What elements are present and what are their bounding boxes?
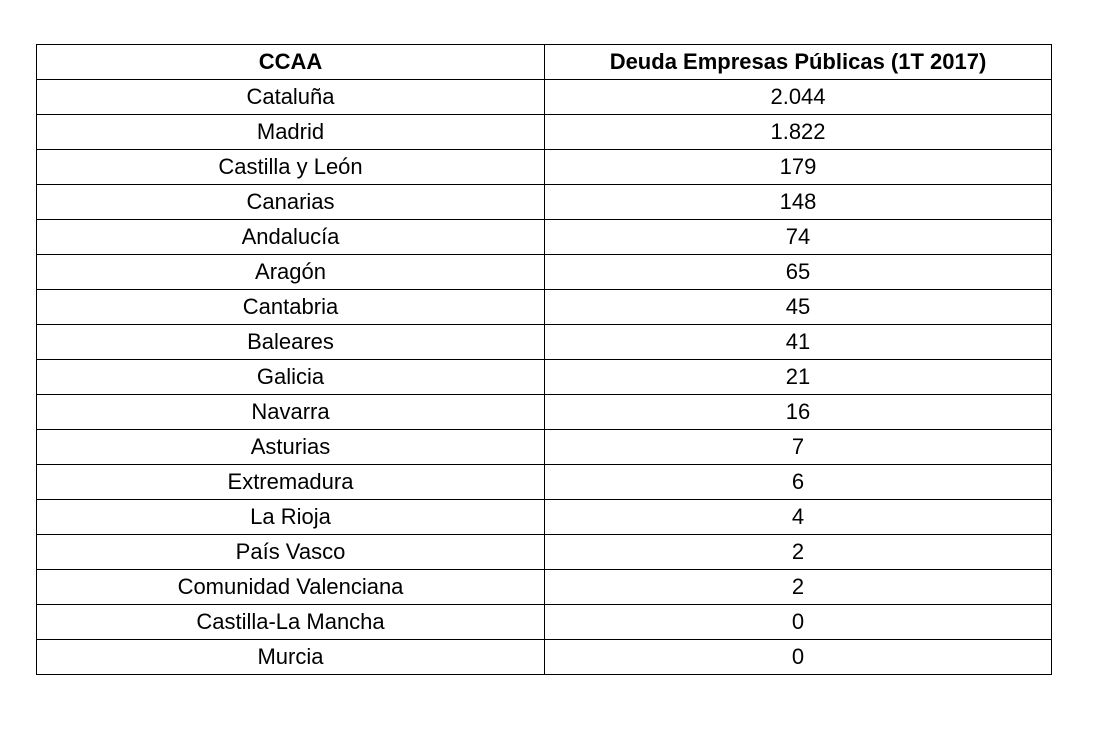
table-row: Navarra 16 <box>36 394 1052 430</box>
cell-deuda: 6 <box>544 464 1052 500</box>
table-row: La Rioja 4 <box>36 499 1052 535</box>
table-row: Canarias 148 <box>36 184 1052 220</box>
cell-ccaa: Castilla y León <box>36 149 545 185</box>
cell-ccaa: Cantabria <box>36 289 545 325</box>
cell-ccaa: Cataluña <box>36 79 545 115</box>
header-row: CCAA Deuda Empresas Públicas (1T 2017) <box>36 44 1052 80</box>
cell-deuda: 2 <box>544 569 1052 605</box>
cell-ccaa: La Rioja <box>36 499 545 535</box>
table-row: Cataluña 2.044 <box>36 79 1052 115</box>
table-row: Andalucía 74 <box>36 219 1052 255</box>
cell-deuda: 45 <box>544 289 1052 325</box>
debt-table: CCAA Deuda Empresas Públicas (1T 2017) C… <box>36 44 1052 675</box>
table-row: Asturias 7 <box>36 429 1052 465</box>
table-row: Murcia 0 <box>36 639 1052 675</box>
table-row: Galicia 21 <box>36 359 1052 395</box>
cell-ccaa: Aragón <box>36 254 545 290</box>
cell-deuda: 65 <box>544 254 1052 290</box>
cell-ccaa: Madrid <box>36 114 545 150</box>
cell-deuda: 2 <box>544 534 1052 570</box>
cell-ccaa: Murcia <box>36 639 545 675</box>
cell-deuda: 179 <box>544 149 1052 185</box>
cell-ccaa: Comunidad Valenciana <box>36 569 545 605</box>
cell-deuda: 74 <box>544 219 1052 255</box>
cell-ccaa: Navarra <box>36 394 545 430</box>
cell-deuda: 1.822 <box>544 114 1052 150</box>
cell-deuda: 21 <box>544 359 1052 395</box>
cell-deuda: 0 <box>544 604 1052 640</box>
table-row: Comunidad Valenciana 2 <box>36 569 1052 605</box>
cell-ccaa: Asturias <box>36 429 545 465</box>
table-row: Madrid 1.822 <box>36 114 1052 150</box>
cell-deuda: 7 <box>544 429 1052 465</box>
cell-ccaa: País Vasco <box>36 534 545 570</box>
cell-deuda: 16 <box>544 394 1052 430</box>
header-ccaa: CCAA <box>36 44 545 80</box>
table-row: País Vasco 2 <box>36 534 1052 570</box>
cell-ccaa: Andalucía <box>36 219 545 255</box>
table-row: Baleares 41 <box>36 324 1052 360</box>
table-body: Cataluña 2.044 Madrid 1.822 Castilla y León 1… <box>36 79 1052 675</box>
table-row: Castilla-La Mancha 0 <box>36 604 1052 640</box>
table-row: Aragón 65 <box>36 254 1052 290</box>
cell-ccaa: Galicia <box>36 359 545 395</box>
header-deuda: Deuda Empresas Públicas (1T 2017) <box>544 44 1052 80</box>
cell-deuda: 4 <box>544 499 1052 535</box>
cell-ccaa: Canarias <box>36 184 545 220</box>
cell-deuda: 148 <box>544 184 1052 220</box>
cell-ccaa: Castilla-La Mancha <box>36 604 545 640</box>
cell-ccaa: Extremadura <box>36 464 545 500</box>
cell-deuda: 2.044 <box>544 79 1052 115</box>
table-row: Castilla y León 179 <box>36 149 1052 185</box>
table-row: Cantabria 45 <box>36 289 1052 325</box>
cell-deuda: 0 <box>544 639 1052 675</box>
cell-ccaa: Baleares <box>36 324 545 360</box>
table-row: Extremadura 6 <box>36 464 1052 500</box>
cell-deuda: 41 <box>544 324 1052 360</box>
